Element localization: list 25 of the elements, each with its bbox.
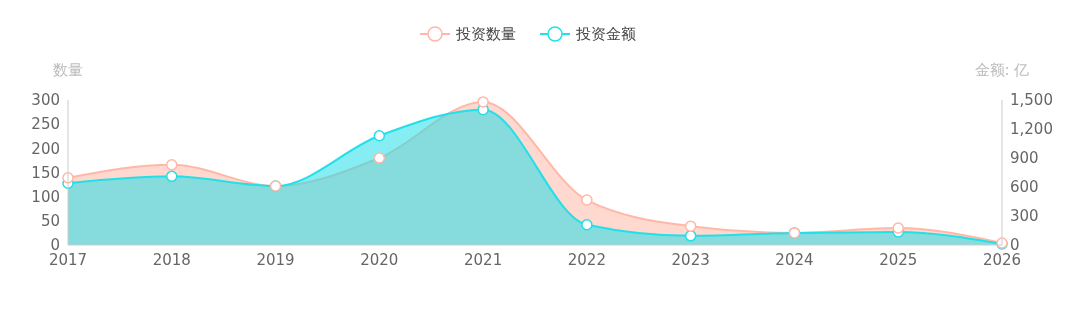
x-tick-label: 2026	[982, 251, 1022, 269]
y2-axis-title: 金额: 亿	[974, 61, 1030, 79]
x-tick-label: 2019	[256, 251, 295, 269]
x-tick-label: 2024	[775, 251, 814, 269]
legend-label: 投资金额	[575, 25, 636, 44]
x-tick-label: 2022	[567, 251, 606, 269]
x-tick-label: 2025	[879, 251, 918, 269]
y2-tick-label: 900	[1010, 149, 1039, 168]
x-tick-label: 2018	[152, 251, 191, 269]
y-tick-label: 200	[31, 139, 60, 158]
y2-tick-label: 300	[1010, 207, 1039, 226]
x-tick-label: 2020	[360, 251, 399, 269]
y-tick-label: 50	[40, 212, 60, 231]
y2-tick-label: 600	[1010, 178, 1039, 197]
y-tick-label: 100	[31, 187, 60, 206]
y-tick-label: 300	[31, 91, 60, 110]
x-tick-label: 2017	[48, 251, 88, 269]
legend-label: 投资数量	[455, 25, 516, 44]
x-tick-label: 2023	[671, 251, 710, 269]
y-tick-label: 250	[31, 115, 60, 134]
y-tick-label: 150	[31, 163, 60, 182]
y-axis-title: 数量	[53, 61, 83, 79]
x-tick-label: 2021	[464, 251, 503, 269]
y2-tick-label: 1,500	[1010, 91, 1053, 110]
y2-tick-label: 1,200	[1010, 120, 1053, 139]
